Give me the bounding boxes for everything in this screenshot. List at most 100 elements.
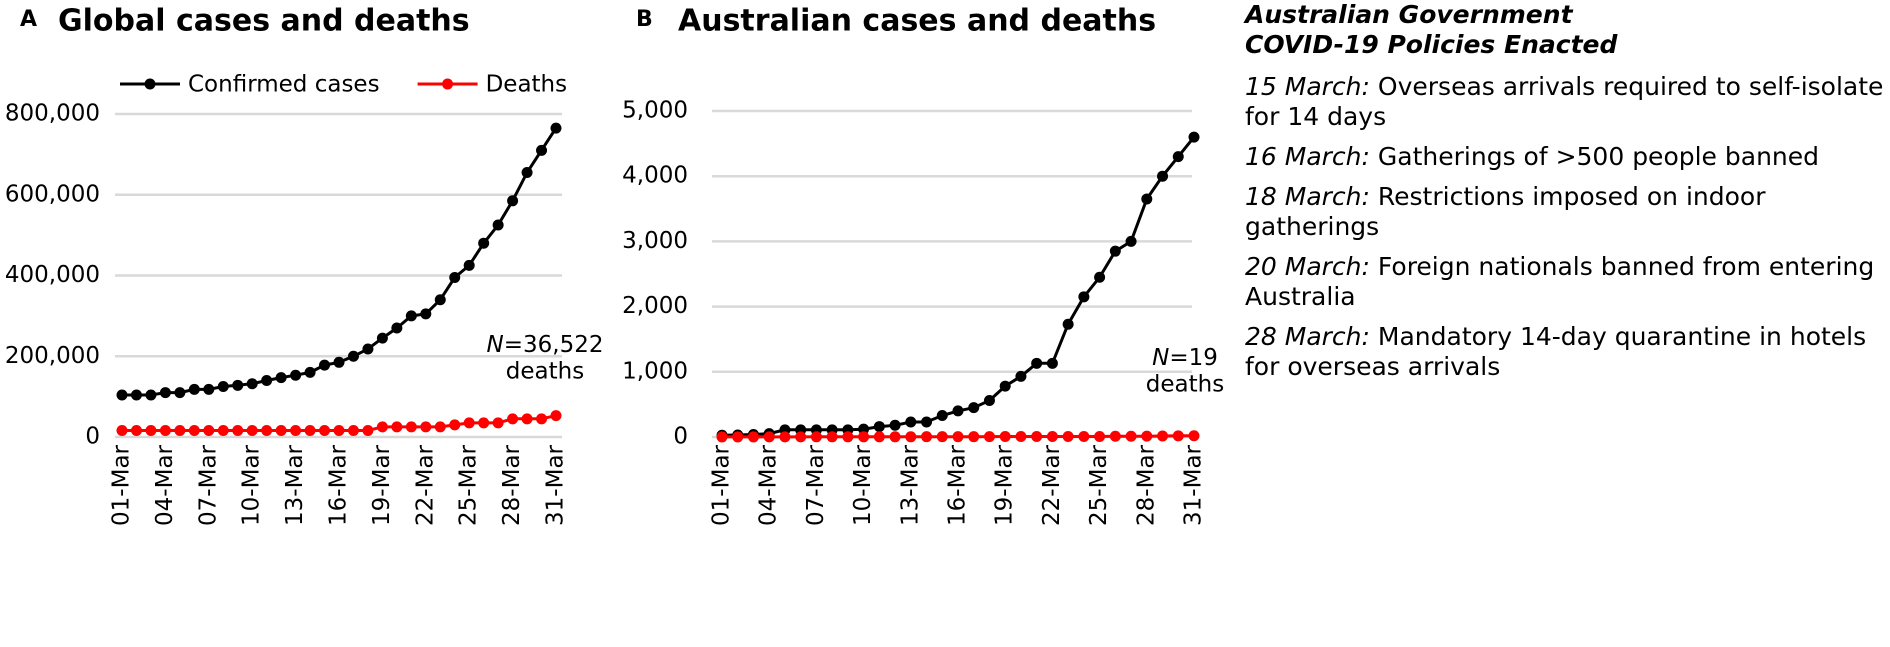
y-tick-label: 3,000 (622, 228, 688, 254)
data-point (983, 431, 995, 443)
data-point (347, 350, 359, 362)
x-tick-label: 04-Mar (152, 444, 178, 526)
x-tick-label: 16-Mar (945, 444, 971, 526)
x-tick-label: 16-Mar (326, 444, 352, 526)
x-tick-label: 31-Mar (1181, 444, 1207, 526)
x-tick-label: 13-Mar (282, 444, 308, 526)
data-point (304, 425, 316, 437)
policy-item: 16 March: Gatherings of >500 people bann… (1245, 142, 1885, 172)
data-point (1094, 271, 1106, 283)
data-point (304, 366, 316, 378)
data-point (1109, 245, 1121, 257)
data-point (203, 383, 215, 395)
data-point (1125, 430, 1137, 442)
data-point (999, 380, 1011, 392)
y-tick-label: 2,000 (622, 293, 688, 319)
data-point (246, 425, 258, 437)
data-point (333, 425, 345, 437)
x-tick-label: 31-Mar (543, 444, 569, 526)
data-point (376, 332, 388, 344)
data-point (1062, 318, 1074, 330)
data-point (449, 419, 461, 431)
data-point (217, 425, 229, 437)
policy-date: 18 March: (1245, 182, 1370, 211)
x-tick-label: 07-Mar (803, 444, 829, 526)
data-point (952, 405, 964, 417)
data-point (116, 425, 128, 437)
data-point (1094, 430, 1106, 442)
data-point (188, 383, 200, 395)
data-point (434, 421, 446, 433)
data-point (347, 425, 359, 437)
data-point (999, 431, 1011, 443)
x-tick-label: 28-Mar (1133, 444, 1159, 526)
data-point (507, 195, 519, 207)
x-tick-label: 04-Mar (756, 444, 782, 526)
policy-date: 15 March: (1245, 72, 1370, 101)
data-point (1062, 430, 1074, 442)
x-tick-label: 10-Mar (850, 444, 876, 526)
x-tick-label: 22-Mar (1039, 444, 1065, 526)
data-point (858, 431, 870, 443)
data-point (747, 431, 759, 443)
data-point (1172, 151, 1184, 163)
y-tick-label: 5,000 (622, 98, 688, 124)
data-point (1157, 170, 1169, 182)
data-point (420, 421, 432, 433)
policy-text: Foreign nationals banned from entering A… (1245, 252, 1875, 311)
x-tick-label: 28-Mar (499, 444, 525, 526)
data-point (217, 381, 229, 393)
data-point (232, 379, 244, 391)
panel-label: A (20, 7, 37, 32)
policy-text: Restrictions imposed on indoor gathering… (1245, 182, 1766, 241)
y-tick-label: 4,000 (622, 163, 688, 189)
data-point (873, 421, 885, 433)
panel-label: B (636, 7, 653, 32)
data-point (968, 431, 980, 443)
data-point (391, 322, 403, 334)
x-tick-label: 19-Mar (369, 444, 395, 526)
data-point (507, 413, 519, 425)
y-tick-label: 1,000 (622, 358, 688, 384)
y-tick-label: 800,000 (5, 101, 100, 127)
policy-text: Gatherings of >500 people banned (1377, 142, 1820, 171)
heading-line: COVID-19 Policies Enacted (1245, 30, 1618, 59)
y-tick-label: 400,000 (5, 262, 100, 288)
data-point (968, 402, 980, 414)
panel-heading: Australian Government COVID-19 Policies E… (1245, 0, 1885, 60)
data-point (795, 431, 807, 443)
x-tick-label: 01-Mar (709, 444, 735, 526)
data-point (116, 389, 128, 401)
data-point (362, 343, 374, 355)
data-point (842, 431, 854, 443)
data-point (1031, 431, 1043, 443)
annotation-n: N (487, 332, 504, 358)
data-point (1141, 430, 1153, 442)
data-point (905, 431, 917, 443)
data-point (174, 425, 186, 437)
data-point (1157, 430, 1169, 442)
data-point (1188, 430, 1200, 442)
data-point (405, 310, 417, 322)
data-point (936, 431, 948, 443)
policy-item: 18 March: Restrictions imposed on indoor… (1245, 182, 1885, 242)
data-point (521, 167, 533, 179)
policy-date: 28 March: (1245, 322, 1370, 351)
data-point (478, 417, 490, 429)
data-point (290, 369, 302, 381)
data-point (1078, 430, 1090, 442)
x-tick-label: 25-Mar (1086, 444, 1112, 526)
data-point (716, 431, 728, 443)
data-point (275, 425, 287, 437)
annotation: deaths (506, 359, 584, 385)
chart-title: Global cases and deaths (58, 4, 470, 39)
data-point (1015, 431, 1027, 443)
data-point (779, 431, 791, 443)
data-point (319, 359, 331, 371)
data-point (1188, 131, 1200, 143)
y-tick-label: 0 (85, 424, 100, 450)
data-point (203, 425, 215, 437)
data-point (1046, 431, 1058, 443)
chart-title: Australian cases and deaths (678, 4, 1156, 39)
